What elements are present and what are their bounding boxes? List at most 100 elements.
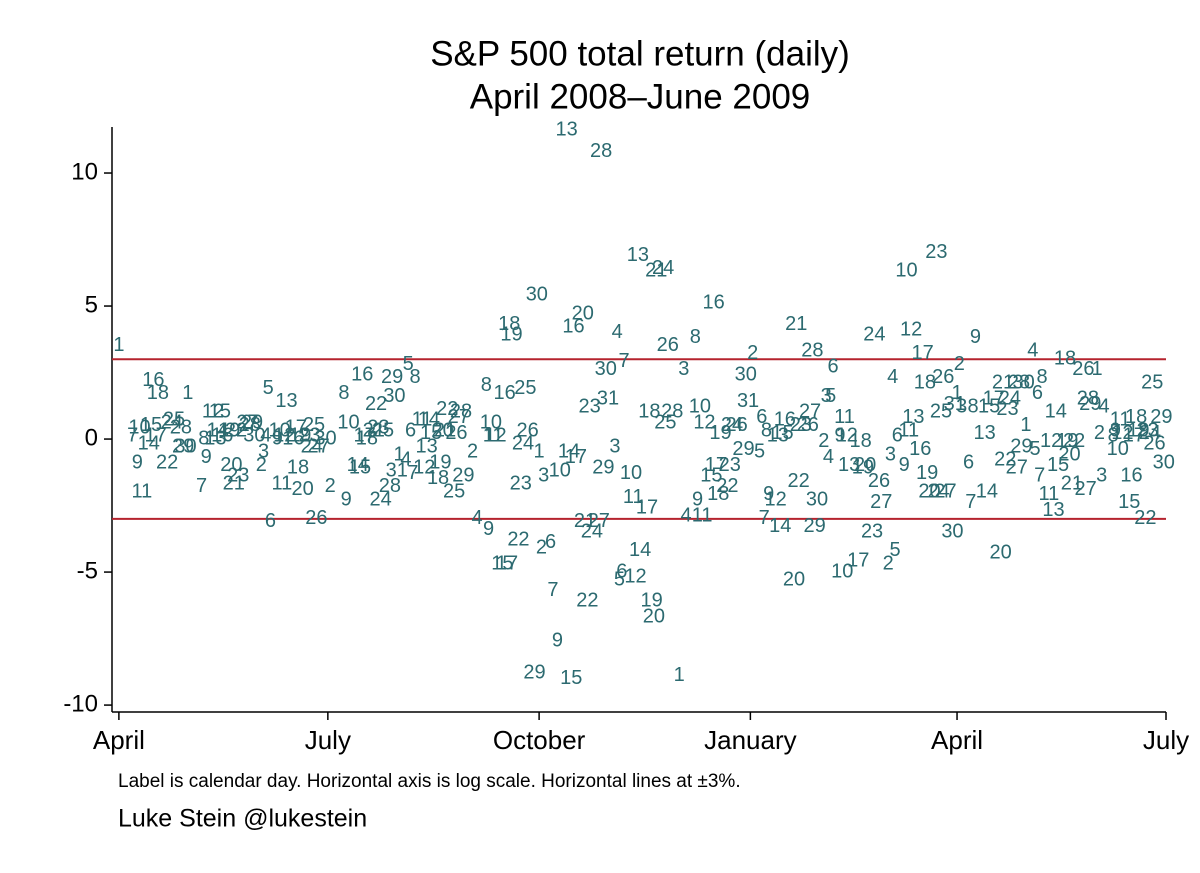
point-label: 24 bbox=[512, 433, 534, 455]
point-label: 29 bbox=[241, 411, 263, 433]
point-label: 1 bbox=[1020, 414, 1031, 436]
point-label: 17 bbox=[636, 497, 658, 519]
point-label: 23 bbox=[227, 465, 249, 487]
y-tick-label: 10 bbox=[71, 158, 98, 185]
point-label: 31 bbox=[597, 387, 619, 409]
point-label: 17 bbox=[705, 454, 727, 476]
point-label: 5 bbox=[889, 539, 900, 561]
point-label: 24 bbox=[301, 435, 323, 457]
point-label: 14 bbox=[138, 433, 160, 455]
point-label: 22 bbox=[365, 393, 387, 415]
point-label: 1 bbox=[534, 441, 545, 463]
point-label: 30 bbox=[1153, 451, 1175, 473]
point-label: 12 bbox=[202, 401, 224, 423]
point-label: 27 bbox=[934, 481, 956, 503]
point-label: 4 bbox=[1098, 395, 1109, 417]
point-label: 24 bbox=[999, 387, 1021, 409]
point-label: 16 bbox=[211, 425, 233, 447]
point-label: 12 bbox=[413, 457, 435, 479]
point-label: 14 bbox=[418, 409, 440, 431]
point-label: 18 bbox=[707, 483, 729, 505]
point-label: 13 bbox=[1042, 499, 1064, 521]
point-label: 9 bbox=[763, 483, 774, 505]
point-label: 16 bbox=[562, 316, 584, 338]
point-label: 12 bbox=[1040, 430, 1062, 452]
point-label: 1 bbox=[1092, 358, 1103, 380]
point-label: 2 bbox=[954, 353, 965, 375]
point-label: 11 bbox=[1039, 483, 1060, 505]
point-label: 27 bbox=[799, 401, 821, 423]
credit: Luke Stein @lukestein bbox=[118, 805, 367, 833]
point-label: 21 bbox=[574, 510, 596, 532]
point-label: 3 bbox=[821, 385, 832, 407]
point-label: 17 bbox=[496, 552, 518, 574]
point-label: 21 bbox=[785, 313, 807, 335]
point-label: 27 bbox=[1006, 457, 1028, 479]
point-label: 15 bbox=[209, 401, 231, 423]
point-label: 22 bbox=[156, 451, 178, 473]
point-label: 14 bbox=[207, 419, 229, 441]
chart-title: S&P 500 total return (daily) bbox=[430, 34, 850, 73]
point-label: 2 bbox=[536, 536, 547, 558]
point-label: 28 bbox=[379, 475, 401, 497]
point-label: 2 bbox=[818, 430, 829, 452]
point-label: 9 bbox=[692, 489, 703, 511]
point-label: 16 bbox=[1120, 465, 1142, 487]
point-label: 16 bbox=[351, 363, 373, 385]
point-label: 3 bbox=[678, 358, 689, 380]
point-label: 30 bbox=[806, 489, 828, 511]
point-label: 18 bbox=[638, 401, 660, 423]
point-label: 18 bbox=[147, 382, 169, 404]
point-label: 26 bbox=[1143, 433, 1165, 455]
point-label: 30 bbox=[941, 520, 963, 542]
point-label: 5 bbox=[825, 385, 836, 407]
point-label: 15 bbox=[349, 457, 371, 479]
x-tick-label: April bbox=[931, 725, 983, 755]
point-label: 8 bbox=[1036, 366, 1047, 388]
point-label: 9 bbox=[483, 518, 494, 540]
point-label: 12 bbox=[624, 566, 646, 588]
point-label: 24 bbox=[370, 489, 392, 511]
point-label: 23 bbox=[510, 473, 532, 495]
chart-subtitle: April 2008–June 2009 bbox=[470, 77, 811, 116]
point-label: 2 bbox=[256, 454, 267, 476]
point-label: 5 bbox=[754, 441, 765, 463]
point-label: 16 bbox=[494, 382, 516, 404]
point-label: 25 bbox=[443, 481, 465, 503]
point-label: 4 bbox=[260, 425, 271, 447]
point-label: 22 bbox=[787, 470, 809, 492]
point-label: 18 bbox=[914, 371, 936, 393]
point-label: 25 bbox=[930, 401, 952, 423]
point-label: 2 bbox=[467, 441, 478, 463]
point-label: 14 bbox=[558, 441, 580, 463]
point-label: 16 bbox=[282, 427, 304, 449]
point-label: 27 bbox=[870, 491, 892, 513]
point-label: 30 bbox=[595, 358, 617, 380]
point-label: 3 bbox=[956, 395, 967, 417]
point-label: 26 bbox=[657, 334, 679, 356]
point-label: 31 bbox=[386, 459, 408, 481]
point-label: 20 bbox=[291, 478, 313, 500]
point-label: 15 bbox=[560, 667, 582, 689]
point-label: 4 bbox=[681, 504, 692, 526]
point-label: 25 bbox=[514, 377, 536, 399]
point-label: 11 bbox=[1110, 409, 1131, 431]
point-label: 28 bbox=[661, 401, 683, 423]
point-label: 3 bbox=[258, 441, 269, 463]
point-label: 27 bbox=[448, 406, 470, 428]
point-label: 1 bbox=[674, 664, 685, 686]
point-label: 27 bbox=[1075, 478, 1097, 500]
point-label: 22 bbox=[225, 419, 247, 441]
point-label: 21 bbox=[1061, 473, 1083, 495]
point-label: 29 bbox=[732, 438, 754, 460]
point-label: 4 bbox=[612, 321, 623, 343]
point-label: 2 bbox=[883, 552, 894, 574]
point-label: 21 bbox=[434, 419, 456, 441]
point-label: 30 bbox=[526, 284, 548, 306]
point-label: 25 bbox=[654, 411, 676, 433]
x-tick-label: April bbox=[93, 725, 145, 755]
point-label: 10 bbox=[831, 560, 853, 582]
point-label: 8 bbox=[481, 374, 492, 396]
point-label: 29 bbox=[523, 661, 545, 683]
point-label: 19 bbox=[709, 422, 731, 444]
